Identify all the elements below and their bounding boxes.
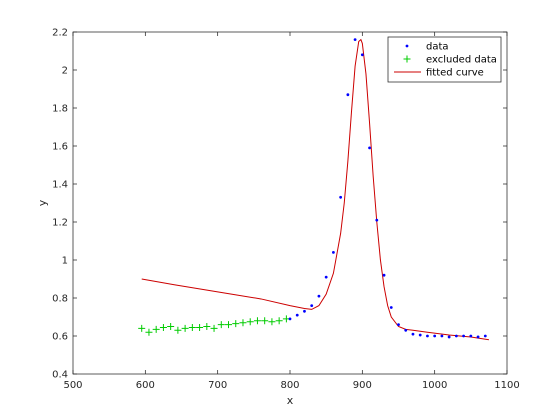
excluded-data-point bbox=[159, 323, 167, 331]
excluded-data-point bbox=[174, 326, 182, 334]
excluded-data-point bbox=[210, 324, 218, 332]
y-axis-label: y bbox=[36, 199, 49, 206]
x-tick-label: 1100 bbox=[494, 380, 519, 391]
data-point bbox=[476, 335, 480, 339]
axes-box bbox=[72, 31, 508, 375]
excluded-data-point bbox=[232, 320, 240, 328]
y-tick-label: 0.4 bbox=[52, 370, 68, 381]
data-point bbox=[411, 332, 415, 336]
legend-label-fitted-curve: fitted curve bbox=[426, 68, 484, 79]
legend-marker-data bbox=[405, 44, 409, 48]
y-tick-label: 1 bbox=[62, 256, 68, 267]
legend: data excluded data fitted curve bbox=[387, 36, 502, 83]
x-tick-label: 500 bbox=[63, 380, 82, 391]
data-point bbox=[346, 93, 350, 97]
excluded-data-point bbox=[261, 317, 269, 325]
data-point bbox=[397, 323, 400, 326]
excluded-data-point bbox=[253, 317, 261, 325]
x-tick-label: 600 bbox=[136, 380, 155, 391]
data-point bbox=[332, 251, 335, 254]
data-point bbox=[462, 334, 465, 338]
data-point bbox=[317, 294, 321, 298]
data-point bbox=[310, 304, 314, 307]
legend-label-data: data bbox=[426, 42, 449, 53]
excluded-data-point bbox=[217, 321, 225, 329]
data-point bbox=[375, 218, 379, 222]
data-point bbox=[469, 334, 473, 338]
x-axis-label: x bbox=[287, 394, 294, 407]
data-point bbox=[339, 195, 343, 199]
excluded-data-point bbox=[225, 321, 233, 329]
x-tick-label: 700 bbox=[208, 380, 227, 391]
y-tick-label: 0.8 bbox=[52, 294, 68, 305]
data-point bbox=[303, 309, 306, 313]
excluded-data-point bbox=[181, 324, 189, 332]
excluded-data-point bbox=[196, 323, 204, 331]
data-point bbox=[426, 334, 429, 338]
excluded-data-point bbox=[167, 323, 175, 330]
y-tick-label: 2.2 bbox=[52, 28, 68, 39]
legend-marker-excluded bbox=[403, 55, 411, 63]
y-tick-label: 1.6 bbox=[52, 142, 68, 153]
excluded-data-point bbox=[145, 328, 153, 336]
plot-area bbox=[138, 38, 489, 341]
data-point bbox=[368, 146, 371, 150]
y-tick-label: 0.6 bbox=[52, 332, 68, 343]
y-tick-label: 2 bbox=[62, 66, 68, 77]
data-point bbox=[447, 335, 451, 339]
data-point bbox=[440, 334, 444, 338]
excluded-data-point bbox=[275, 317, 283, 325]
data-point bbox=[295, 313, 299, 317]
excluded-data-point bbox=[152, 325, 160, 333]
data-point bbox=[483, 334, 487, 338]
data-point bbox=[324, 275, 328, 279]
legend-label-excluded-data: excluded data bbox=[426, 55, 497, 66]
axes: 500 600 700 800 900 1000 1100 0.4 0.6 0.8 1 1.2 1.4 1… bbox=[52, 28, 520, 392]
y-tick-label: 1.4 bbox=[52, 180, 68, 191]
data-point bbox=[389, 306, 393, 309]
excluded-data-point bbox=[246, 318, 254, 326]
x-tick-label: 1000 bbox=[422, 380, 447, 391]
data-point bbox=[433, 334, 437, 338]
data-point bbox=[418, 333, 422, 337]
data-point bbox=[404, 328, 408, 332]
data-point bbox=[382, 273, 386, 277]
y-tick-label: 1.2 bbox=[52, 218, 68, 229]
excluded-data-point bbox=[268, 318, 276, 326]
x-tick-label: 900 bbox=[353, 380, 372, 391]
x-tick-label: 800 bbox=[280, 380, 299, 391]
data-point bbox=[360, 53, 364, 57]
data-point bbox=[454, 334, 458, 338]
excluded-data-point bbox=[239, 319, 247, 327]
y-tick-label: 1.8 bbox=[52, 104, 68, 115]
excluded-data-point bbox=[203, 323, 211, 330]
data-point bbox=[288, 317, 292, 321]
fitted-curve-line bbox=[141, 38, 489, 341]
data-point bbox=[353, 38, 357, 41]
excluded-data-point bbox=[188, 323, 196, 331]
excluded-data-point bbox=[138, 324, 146, 332]
